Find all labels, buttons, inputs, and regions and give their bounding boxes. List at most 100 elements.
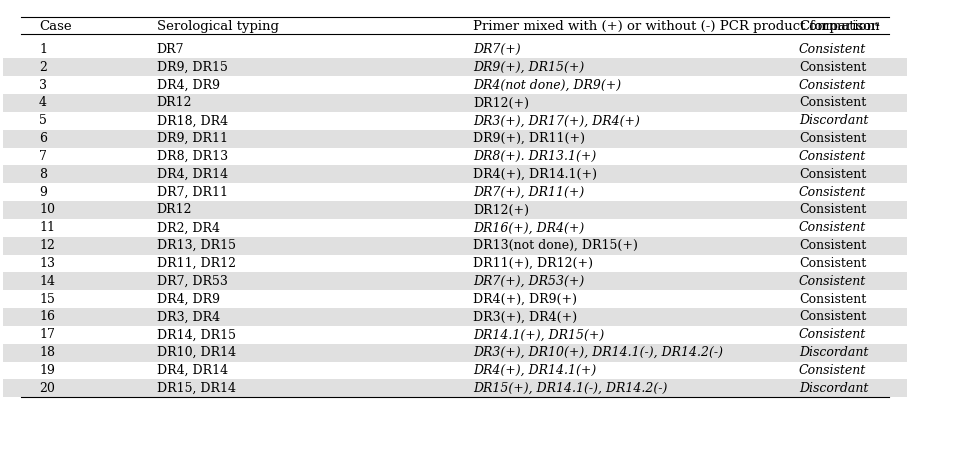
Text: 4: 4: [39, 97, 47, 109]
Text: DR4(+), DR9(+): DR4(+), DR9(+): [473, 292, 577, 306]
FancyBboxPatch shape: [3, 255, 907, 273]
Text: Primer mixed with (+) or without (-) PCR product formationᵃ: Primer mixed with (+) or without (-) PCR…: [473, 20, 880, 33]
Text: DR14, DR15: DR14, DR15: [156, 328, 235, 341]
FancyBboxPatch shape: [3, 58, 907, 76]
Text: Consistent: Consistent: [799, 186, 866, 199]
FancyBboxPatch shape: [3, 183, 907, 201]
Text: 9: 9: [39, 186, 47, 199]
Text: Consistent: Consistent: [799, 168, 866, 181]
Text: DR13(not done), DR15(+): DR13(not done), DR15(+): [473, 239, 638, 252]
Text: 11: 11: [39, 221, 55, 234]
Text: DR15, DR14: DR15, DR14: [156, 382, 235, 395]
Text: 2: 2: [39, 61, 47, 74]
Text: Consistent: Consistent: [799, 328, 866, 341]
Text: Consistent: Consistent: [799, 203, 866, 217]
Text: Consistent: Consistent: [799, 364, 866, 377]
Text: DR7: DR7: [156, 43, 184, 56]
Text: Consistent: Consistent: [799, 275, 866, 288]
Text: DR12(+): DR12(+): [473, 203, 529, 217]
Text: DR10, DR14: DR10, DR14: [156, 346, 235, 359]
Text: DR3, DR4: DR3, DR4: [156, 310, 220, 323]
FancyBboxPatch shape: [3, 165, 907, 183]
FancyBboxPatch shape: [3, 112, 907, 130]
FancyBboxPatch shape: [3, 94, 907, 112]
Text: DR2, DR4: DR2, DR4: [156, 221, 220, 234]
FancyBboxPatch shape: [3, 219, 907, 237]
Text: Case: Case: [39, 20, 72, 33]
Text: 6: 6: [39, 132, 47, 145]
Text: 13: 13: [39, 257, 55, 270]
Text: DR16(+), DR4(+): DR16(+), DR4(+): [473, 221, 585, 234]
Text: Consistent: Consistent: [799, 132, 866, 145]
Text: Discordant: Discordant: [799, 346, 868, 359]
Text: 8: 8: [39, 168, 47, 181]
Text: Consistent: Consistent: [799, 292, 866, 306]
Text: DR4(+), DR14.1(+): DR4(+), DR14.1(+): [473, 168, 597, 181]
Text: Serological typing: Serological typing: [156, 20, 278, 33]
FancyBboxPatch shape: [3, 237, 907, 255]
Text: Consistent: Consistent: [799, 43, 866, 56]
Text: DR8(+). DR13.1(+): DR8(+). DR13.1(+): [473, 150, 596, 163]
Text: DR18, DR4: DR18, DR4: [156, 114, 228, 128]
Text: DR8, DR13: DR8, DR13: [156, 150, 228, 163]
FancyBboxPatch shape: [3, 362, 907, 379]
Text: 15: 15: [39, 292, 55, 306]
Text: DR15(+), DR14.1(-), DR14.2(-): DR15(+), DR14.1(-), DR14.2(-): [473, 382, 667, 395]
Text: Consistent: Consistent: [799, 221, 866, 234]
Text: DR11(+), DR12(+): DR11(+), DR12(+): [473, 257, 593, 270]
Text: Consistent: Consistent: [799, 257, 866, 270]
Text: 3: 3: [39, 79, 47, 91]
Text: DR4, DR9: DR4, DR9: [156, 292, 220, 306]
FancyBboxPatch shape: [3, 76, 907, 94]
Text: 18: 18: [39, 346, 55, 359]
Text: DR12: DR12: [156, 97, 192, 109]
Text: DR9, DR11: DR9, DR11: [156, 132, 228, 145]
FancyBboxPatch shape: [3, 379, 907, 397]
FancyBboxPatch shape: [3, 201, 907, 219]
Text: 19: 19: [39, 364, 55, 377]
Text: DR3(+), DR17(+), DR4(+): DR3(+), DR17(+), DR4(+): [473, 114, 640, 128]
Text: DR12(+): DR12(+): [473, 97, 529, 109]
Text: DR12: DR12: [156, 203, 192, 217]
Text: DR14.1(+), DR15(+): DR14.1(+), DR15(+): [473, 328, 605, 341]
Text: DR11, DR12: DR11, DR12: [156, 257, 235, 270]
Text: DR7, DR11: DR7, DR11: [156, 186, 228, 199]
Text: DR9, DR15: DR9, DR15: [156, 61, 228, 74]
Text: DR7(+), DR11(+): DR7(+), DR11(+): [473, 186, 585, 199]
Text: DR4(not done), DR9(+): DR4(not done), DR9(+): [473, 79, 621, 91]
FancyBboxPatch shape: [3, 344, 907, 362]
Text: DR3(+), DR10(+), DR14.1(-), DR14.2(-): DR3(+), DR10(+), DR14.1(-), DR14.2(-): [473, 346, 723, 359]
Text: Consistent: Consistent: [799, 61, 866, 74]
Text: Discordant: Discordant: [799, 382, 868, 395]
Text: 10: 10: [39, 203, 55, 217]
Text: 17: 17: [39, 328, 55, 341]
Text: Consistent: Consistent: [799, 310, 866, 323]
Text: DR4, DR14: DR4, DR14: [156, 364, 228, 377]
Text: 14: 14: [39, 275, 55, 288]
FancyBboxPatch shape: [3, 273, 907, 290]
FancyBboxPatch shape: [3, 290, 907, 308]
Text: 20: 20: [39, 382, 55, 395]
Text: DR7(+): DR7(+): [473, 43, 520, 56]
Text: 16: 16: [39, 310, 55, 323]
Text: 12: 12: [39, 239, 55, 252]
Text: DR4, DR9: DR4, DR9: [156, 79, 220, 91]
Text: DR3(+), DR4(+): DR3(+), DR4(+): [473, 310, 577, 323]
Text: 7: 7: [39, 150, 47, 163]
Text: DR9(+), DR15(+): DR9(+), DR15(+): [473, 61, 585, 74]
Text: 1: 1: [39, 43, 47, 56]
Text: DR4, DR14: DR4, DR14: [156, 168, 228, 181]
Text: DR9(+), DR11(+): DR9(+), DR11(+): [473, 132, 586, 145]
FancyBboxPatch shape: [3, 147, 907, 165]
FancyBboxPatch shape: [3, 130, 907, 147]
Text: Consistent: Consistent: [799, 97, 866, 109]
Text: Consistent: Consistent: [799, 239, 866, 252]
Text: Comparison: Comparison: [799, 20, 879, 33]
Text: Consistent: Consistent: [799, 79, 866, 91]
Text: Discordant: Discordant: [799, 114, 868, 128]
FancyBboxPatch shape: [3, 308, 907, 326]
Text: DR7, DR53: DR7, DR53: [156, 275, 228, 288]
FancyBboxPatch shape: [3, 326, 907, 344]
Text: DR7(+), DR53(+): DR7(+), DR53(+): [473, 275, 585, 288]
Text: Consistent: Consistent: [799, 150, 866, 163]
